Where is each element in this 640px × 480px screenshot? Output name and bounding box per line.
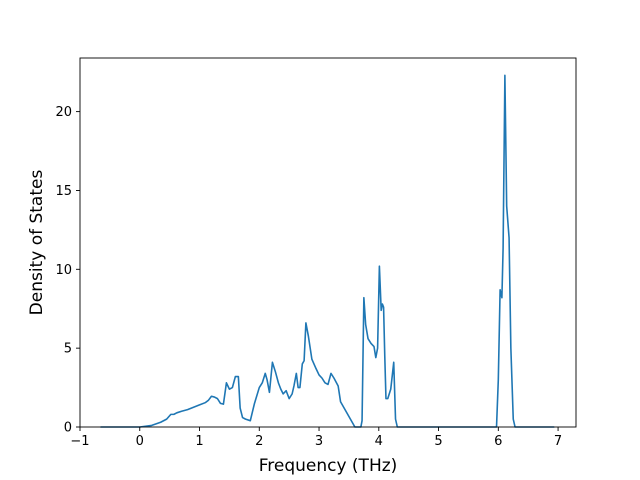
x-tick-label: 7: [554, 434, 562, 449]
x-tick-label: 5: [434, 434, 442, 449]
x-tick-label: 4: [375, 434, 383, 449]
y-tick-label: 15: [55, 184, 72, 199]
x-tick-label: 1: [195, 434, 203, 449]
x-tick-label: 3: [315, 434, 323, 449]
x-tick-label: 2: [255, 434, 263, 449]
y-tick-label: 20: [55, 105, 72, 120]
y-tick-label: 10: [55, 263, 72, 278]
x-tick-label: 6: [494, 434, 502, 449]
x-axis-label: Frequency (THz): [259, 456, 398, 476]
y-tick-label: 0: [64, 421, 72, 436]
x-tick-label: −1: [70, 434, 89, 449]
x-axis-ticks: −1 0 1 2 3 4 5 6 7: [70, 427, 562, 449]
plot-area: [100, 74, 555, 428]
x-tick-label: 0: [136, 434, 144, 449]
dos-series-line: [100, 74, 555, 428]
y-tick-label: 5: [64, 342, 72, 357]
y-axis-label: Density of States: [27, 170, 47, 316]
plot-frame: [79, 57, 577, 428]
y-axis-ticks: 0 5 10 15 20: [55, 105, 80, 436]
